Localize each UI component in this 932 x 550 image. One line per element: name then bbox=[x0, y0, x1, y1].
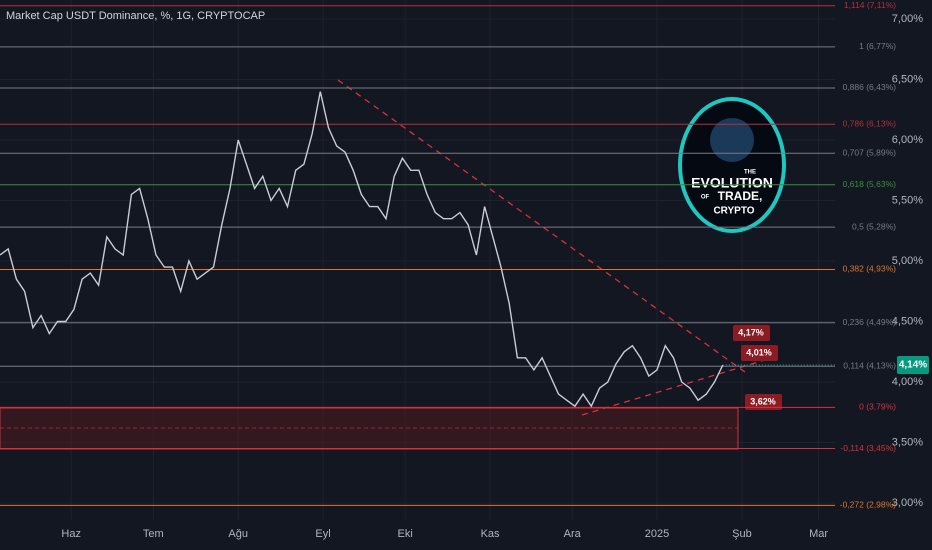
fib-label: 0,114 (4,13%) bbox=[843, 361, 896, 371]
y-tick-label: 3,00% bbox=[892, 497, 923, 509]
annotation: 4,01% bbox=[746, 347, 772, 357]
y-tick-label: 4,00% bbox=[892, 376, 923, 388]
annotation: 3,62% bbox=[750, 396, 776, 406]
logo-text: CRYPTO bbox=[713, 206, 754, 217]
price-line bbox=[0, 91, 724, 408]
x-tick-label: 2025 bbox=[645, 528, 669, 540]
logo-text: EVOLUTION bbox=[691, 175, 773, 191]
y-tick-label: 6,50% bbox=[892, 73, 923, 85]
red-zone bbox=[0, 407, 739, 450]
fib-label: -0,114 (3,45%) bbox=[840, 443, 896, 453]
annotation: 4,17% bbox=[738, 327, 764, 337]
x-tick-label: Ağu bbox=[228, 528, 248, 540]
trendline bbox=[581, 359, 766, 416]
x-tick-label: Kas bbox=[481, 528, 500, 540]
y-tick-label: 4,50% bbox=[892, 315, 923, 327]
x-tick-label: Eyl bbox=[315, 528, 330, 540]
fib-label: 0,886 (6,43%) bbox=[843, 82, 897, 92]
logo-face bbox=[710, 118, 754, 162]
y-tick-label: 3,50% bbox=[892, 436, 923, 448]
last-price-label: 4,14% bbox=[899, 360, 927, 371]
annotation-tags: 4,17% 4,01% 3,62% bbox=[733, 325, 782, 410]
x-tick-label: Ara bbox=[564, 528, 582, 540]
logo-text: OF bbox=[701, 195, 710, 201]
fib-label: 0,786 (6,13%) bbox=[843, 119, 897, 129]
y-tick-label: 7,00% bbox=[892, 13, 923, 25]
x-tick-label: Şub bbox=[732, 528, 752, 540]
y-tick-label: 6,00% bbox=[892, 134, 923, 146]
fib-label: -0,272 (2,98%) bbox=[840, 500, 896, 510]
logo-text: TRADE, bbox=[718, 189, 763, 203]
x-tick-label: Tem bbox=[143, 528, 164, 540]
logo-ring bbox=[678, 97, 786, 233]
fib-label: 0 (3,79%) bbox=[859, 402, 896, 412]
chart-title: Market Cap USDT Dominance, %, 1G, CRYPTO… bbox=[6, 10, 265, 22]
annotation-box bbox=[741, 345, 778, 361]
y-tick-label: 5,50% bbox=[892, 194, 923, 206]
annotation-box bbox=[745, 394, 782, 410]
fib-label: 0,5 (5,28%) bbox=[852, 221, 896, 231]
fib-label: 0,236 (4,49%) bbox=[843, 317, 897, 327]
fib-label: 1 (6,77%) bbox=[859, 41, 896, 51]
x-tick-label: Mar bbox=[809, 528, 828, 540]
last-price-box bbox=[897, 356, 929, 375]
fib-label: 0,618 (5,63%) bbox=[843, 179, 897, 189]
x-tick-label: Haz bbox=[61, 528, 81, 540]
x-tick-label: Eki bbox=[398, 528, 413, 540]
logo: THE EVOLUTION OF TRADE, CRYPTO bbox=[678, 97, 786, 233]
fib-label: 1,114 (7,11%) bbox=[844, 0, 896, 10]
fib-label: 0,707 (5,89%) bbox=[843, 148, 897, 158]
logo-text: THE bbox=[744, 170, 756, 176]
annotation-box bbox=[733, 325, 770, 341]
fib-label: 0,382 (4,93%) bbox=[843, 264, 897, 274]
y-tick-label: 5,00% bbox=[892, 255, 923, 267]
